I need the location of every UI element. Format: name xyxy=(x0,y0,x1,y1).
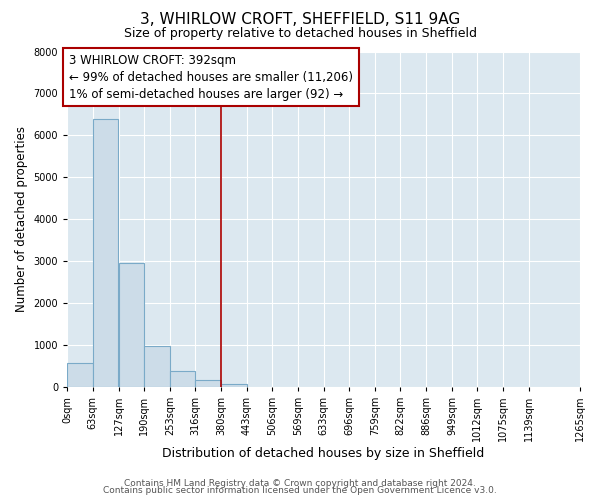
Text: 3 WHIRLOW CROFT: 392sqm
← 99% of detached houses are smaller (11,206)
1% of semi: 3 WHIRLOW CROFT: 392sqm ← 99% of detache… xyxy=(69,54,353,100)
Text: Contains public sector information licensed under the Open Government Licence v3: Contains public sector information licen… xyxy=(103,486,497,495)
Text: 3, WHIRLOW CROFT, SHEFFIELD, S11 9AG: 3, WHIRLOW CROFT, SHEFFIELD, S11 9AG xyxy=(140,12,460,28)
Bar xyxy=(170,370,196,387)
Bar xyxy=(196,380,221,387)
Text: Size of property relative to detached houses in Sheffield: Size of property relative to detached ho… xyxy=(124,28,476,40)
Bar xyxy=(144,346,170,387)
Bar xyxy=(221,384,247,387)
Text: Contains HM Land Registry data © Crown copyright and database right 2024.: Contains HM Land Registry data © Crown c… xyxy=(124,478,476,488)
Bar xyxy=(67,364,93,387)
Bar xyxy=(93,118,118,387)
Bar xyxy=(119,263,144,387)
X-axis label: Distribution of detached houses by size in Sheffield: Distribution of detached houses by size … xyxy=(163,447,485,460)
Y-axis label: Number of detached properties: Number of detached properties xyxy=(15,126,28,312)
